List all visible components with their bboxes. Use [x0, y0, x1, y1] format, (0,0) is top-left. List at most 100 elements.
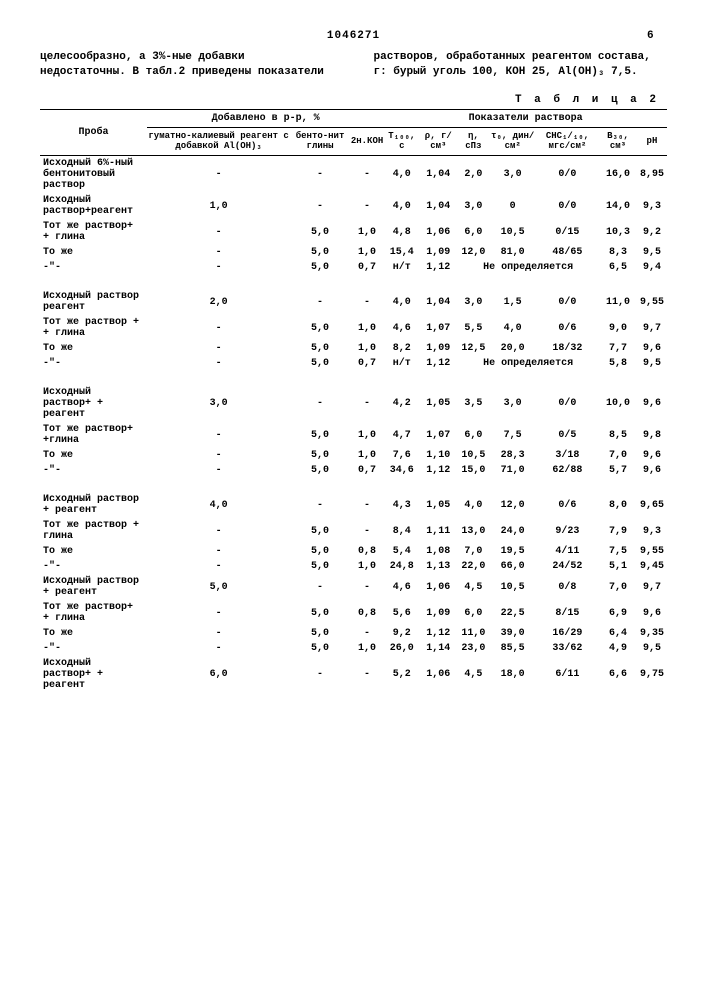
cell: 6/11 — [536, 656, 599, 693]
cell: 9,6 — [637, 600, 667, 626]
cell: 4,2 — [384, 385, 419, 422]
cell: 0/6 — [536, 315, 599, 341]
cell: 11,0 — [599, 289, 637, 315]
table-row: То же-5,01,08,21,0912,520,018/327,79,6 — [40, 341, 667, 356]
cell: 24,0 — [490, 518, 536, 544]
cell: 3,0 — [457, 289, 489, 315]
row-label: -"- — [40, 260, 147, 275]
th-proba: Проба — [40, 109, 147, 156]
cell: - — [350, 289, 384, 315]
cell: н/т — [384, 260, 419, 275]
cell: 3,0 — [457, 193, 489, 219]
cell: - — [350, 385, 384, 422]
cell: 9,4 — [637, 260, 667, 275]
th-c3: 2н.КОН — [350, 127, 384, 156]
cell: 5,0 — [290, 448, 350, 463]
table-row: -"--5,00,7н/т1,12Не определяется5,89,5 — [40, 356, 667, 371]
cell: - — [147, 156, 290, 194]
table-row — [40, 478, 667, 492]
cell: 0,7 — [350, 356, 384, 371]
cell: 9,75 — [637, 656, 667, 693]
cell: 1,12 — [419, 356, 457, 371]
cell: 5,0 — [290, 422, 350, 448]
cell: 1,0 — [350, 219, 384, 245]
cell: 4,0 — [490, 315, 536, 341]
table-caption: Т а б л и ц а 2 — [40, 94, 659, 106]
cell: 9,6 — [637, 341, 667, 356]
cell: 9,7 — [637, 574, 667, 600]
cell: 5,5 — [457, 315, 489, 341]
cell: 1,12 — [419, 463, 457, 478]
cell: - — [147, 626, 290, 641]
cell: - — [350, 574, 384, 600]
cell: 5,8 — [599, 356, 637, 371]
cell: 5,0 — [290, 626, 350, 641]
table-row: Тот же раствор + + глина-5,01,04,61,075,… — [40, 315, 667, 341]
cell: 1,10 — [419, 448, 457, 463]
cell: 4,0 — [384, 156, 419, 194]
cell: 0,8 — [350, 544, 384, 559]
cell: 1,0 — [350, 315, 384, 341]
cell: 1,0 — [147, 193, 290, 219]
table-row: Тот же раствор+ +глина-5,01,04,71,076,07… — [40, 422, 667, 448]
cell: 12,5 — [457, 341, 489, 356]
cell: - — [147, 518, 290, 544]
cell: 1,12 — [419, 260, 457, 275]
cell: 5,0 — [290, 559, 350, 574]
cell: 1,07 — [419, 422, 457, 448]
table-row: То же-5,00,85,41,087,019,54/117,59,55 — [40, 544, 667, 559]
cell: 0 — [490, 193, 536, 219]
row-label: Исходный раствор+ + реагент — [40, 385, 147, 422]
th-c5: ρ, г/см³ — [419, 127, 457, 156]
cell: 5,0 — [290, 463, 350, 478]
table-row: -"--5,00,734,61,1215,071,062/885,79,6 — [40, 463, 667, 478]
cell: 1,09 — [419, 600, 457, 626]
cell: - — [147, 356, 290, 371]
cell: н/т — [384, 356, 419, 371]
row-label: То же — [40, 341, 147, 356]
cell: 10,0 — [599, 385, 637, 422]
page-right: 6 — [647, 30, 667, 42]
cell: 6,4 — [599, 626, 637, 641]
cell: - — [350, 193, 384, 219]
th-c7: τ₀, дин/см² — [490, 127, 536, 156]
cell: 28,3 — [490, 448, 536, 463]
cell: 9,6 — [637, 463, 667, 478]
cell-merged: Не определяется — [457, 260, 599, 275]
cell: 5,0 — [290, 219, 350, 245]
cell: 4,0 — [457, 492, 489, 518]
cell: 24,8 — [384, 559, 419, 574]
cell: 8,95 — [637, 156, 667, 194]
cell: 0,7 — [350, 260, 384, 275]
cell: - — [290, 492, 350, 518]
cell: 33/62 — [536, 641, 599, 656]
cell: 5,4 — [384, 544, 419, 559]
cell: 1,0 — [350, 245, 384, 260]
cell: 8,4 — [384, 518, 419, 544]
cell: 1,0 — [350, 641, 384, 656]
cell: 3,5 — [457, 385, 489, 422]
row-label: Тот же раствор + глина — [40, 518, 147, 544]
cell-merged: Не определяется — [457, 356, 599, 371]
cell: 39,0 — [490, 626, 536, 641]
cell: 0,7 — [350, 463, 384, 478]
cell: 3/18 — [536, 448, 599, 463]
cell: 0/15 — [536, 219, 599, 245]
cell: - — [350, 156, 384, 194]
cell: 9,5 — [637, 641, 667, 656]
table-row: Тот же раствор+ + глина-5,00,85,61,096,0… — [40, 600, 667, 626]
cell: 81,0 — [490, 245, 536, 260]
table-row: Исходный раствор+ + реагент6,0--5,21,064… — [40, 656, 667, 693]
header-row: 1046271 6 — [40, 30, 667, 42]
table-row: -"--5,01,024,81,1322,066,024/525,19,45 — [40, 559, 667, 574]
table-row: Исходный раствор + реагент5,0--4,61,064,… — [40, 574, 667, 600]
cell: 10,5 — [490, 219, 536, 245]
cell: 0/0 — [536, 289, 599, 315]
cell: 16,0 — [599, 156, 637, 194]
row-label: Исходный раствор + реагент — [40, 492, 147, 518]
cell: 10,5 — [490, 574, 536, 600]
row-label: Тот же раствор+ + глина — [40, 219, 147, 245]
cell: 1,06 — [419, 219, 457, 245]
cell: 1,06 — [419, 656, 457, 693]
cell: 14,0 — [599, 193, 637, 219]
